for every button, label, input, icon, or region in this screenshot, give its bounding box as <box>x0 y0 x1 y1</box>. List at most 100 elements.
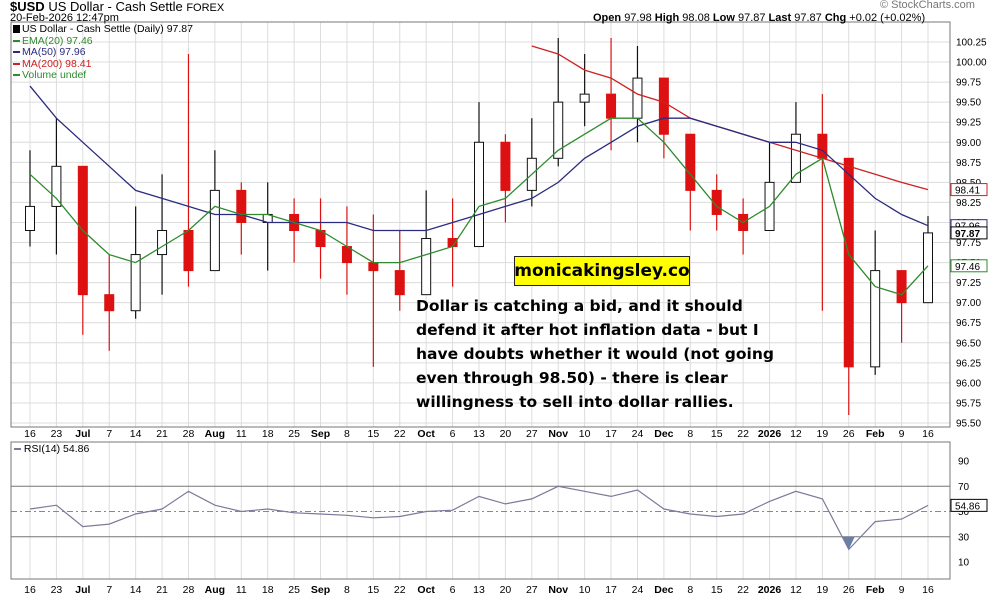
high-value: 98.08 <box>682 12 710 24</box>
legend-item: MA(50) 97.96 <box>13 46 193 59</box>
x-tick-label: 8 <box>344 428 350 440</box>
candle-body <box>923 232 933 304</box>
legend-item: EMA(20) 97.46 <box>13 34 193 48</box>
symbol-name: US Dollar - Cash Settle <box>48 0 183 14</box>
x-tick-label: 24 <box>632 584 644 596</box>
x-tick-label: 16 <box>922 584 934 596</box>
price-tick-label: 99.00 <box>956 138 981 149</box>
price-tick-label: 96.25 <box>956 358 981 369</box>
x-tick-label: 8 <box>344 584 350 596</box>
x-tick-label: Aug <box>205 584 225 596</box>
ema20-badge: 97.46 <box>955 262 980 273</box>
candle-body <box>579 93 590 103</box>
rsi-badge-box <box>950 498 988 512</box>
x-tick-label: 15 <box>711 428 723 440</box>
ma200-badge-box <box>950 183 988 197</box>
rsi-line <box>29 485 929 551</box>
rsi-label: RSI(14) 54.86 <box>23 443 90 455</box>
x-tick-label: 22 <box>737 584 749 596</box>
x-tick-label: 15 <box>711 584 723 596</box>
candle-body <box>51 165 62 207</box>
x-tick-label: 25 <box>288 584 300 596</box>
x-tick-label: 21 <box>156 428 168 440</box>
ema20-line <box>29 117 929 296</box>
candle-body <box>25 205 35 231</box>
x-tick-label: 22 <box>737 428 749 440</box>
x-tick-label: 13 <box>473 584 485 596</box>
x-tick-label: 10 <box>579 584 591 596</box>
x-tick-label: 19 <box>817 584 829 596</box>
x-tick-label: 26 <box>843 428 855 440</box>
x-tick-label: 21 <box>156 584 168 596</box>
annotation-text: Dollar is catching a bid, and it should … <box>416 297 774 411</box>
x-tick-label: 8 <box>687 428 693 440</box>
rsi-oversold-fill <box>842 536 855 550</box>
legend-item: US Dollar - Cash Settle (Daily) 97.87 <box>13 23 193 36</box>
candle-body <box>157 229 168 256</box>
x-tick-label: 18 <box>262 584 274 596</box>
last-label: Last <box>768 12 792 24</box>
brand-logo: © StockCharts.com <box>880 0 975 11</box>
x-tick-label: 6 <box>450 428 456 440</box>
x-tick-label: 20 <box>500 584 512 596</box>
x-tick-label: 11 <box>236 428 247 440</box>
price-tick-label: 97.25 <box>956 278 981 289</box>
candle-icon <box>13 25 20 34</box>
x-tick-label: 18 <box>262 428 274 440</box>
last-value: 97.87 <box>794 12 822 24</box>
legend-label: MA(50) 97.96 <box>22 46 86 58</box>
x-tick-label: 7 <box>106 584 112 596</box>
candle-body <box>130 254 141 312</box>
x-tick-label: 9 <box>899 584 905 596</box>
x-tick-label: 2026 <box>758 584 782 596</box>
price-tick-label: 97.75 <box>956 238 981 249</box>
candle-body <box>368 262 379 272</box>
candle-body <box>500 141 511 191</box>
price-tick-label: 99.50 <box>956 98 981 109</box>
ema20-badge-box <box>950 259 988 273</box>
price-tick-label: 99.25 <box>956 118 981 129</box>
line-swatch-icon <box>13 74 20 77</box>
line-swatch-icon <box>13 39 20 42</box>
x-tick-label: 28 <box>183 584 195 596</box>
rsi-swatch-icon <box>14 448 21 451</box>
legend-label: EMA(20) 97.46 <box>22 34 93 47</box>
header-datetime: 20-Feb-2026 12:47pm <box>10 12 119 24</box>
price-tick-label: 98.25 <box>956 198 981 209</box>
open-value: 97.98 <box>624 12 652 24</box>
x-tick-label: 10 <box>579 428 591 440</box>
x-tick-label: 27 <box>526 428 538 440</box>
price-tick-label: 96.75 <box>956 318 981 329</box>
x-tick-label: Feb <box>866 584 885 596</box>
x-tick-label: 14 <box>130 428 142 440</box>
x-tick-label: 6 <box>450 584 456 596</box>
chg-label: Chg <box>824 12 847 24</box>
header-title: $USD US Dollar - Cash Settle FOREX <box>10 0 224 14</box>
x-tick-label: 11 <box>236 584 247 596</box>
legend-item: MA(200) 98.41 <box>13 57 193 71</box>
header-ohlc: Open 97.98 High 98.08 Low 97.87 Last 97.… <box>593 12 925 24</box>
x-tick-label: 16 <box>922 428 934 440</box>
candle-body <box>711 189 722 215</box>
x-tick-label: Aug <box>205 428 225 440</box>
x-tick-label: Nov <box>548 584 568 596</box>
legend-label: MA(200) 98.41 <box>22 57 92 70</box>
x-tick-label: 17 <box>605 428 617 440</box>
candle-body <box>474 141 484 248</box>
x-tick-label: 17 <box>605 584 617 596</box>
legend-label: US Dollar - Cash Settle (Daily) 97.87 <box>22 23 193 35</box>
price-tick-label: 98.75 <box>956 158 981 169</box>
price-tick-label: 99.75 <box>956 78 981 89</box>
candle-body <box>209 189 220 272</box>
x-tick-label: 22 <box>394 428 406 440</box>
x-tick-label: 7 <box>106 428 112 440</box>
x-tick-label: 8 <box>687 584 693 596</box>
x-tick-label: 20 <box>500 428 512 440</box>
price-panel-frame <box>10 21 951 428</box>
price-tick-label: 96.50 <box>956 338 981 349</box>
x-tick-label: Sep <box>311 584 330 596</box>
rsi-title: RSI(14) 54.86 <box>14 443 89 455</box>
candle-body <box>896 270 907 304</box>
low-value: 97.87 <box>737 12 766 24</box>
x-tick-label: Feb <box>866 428 885 440</box>
